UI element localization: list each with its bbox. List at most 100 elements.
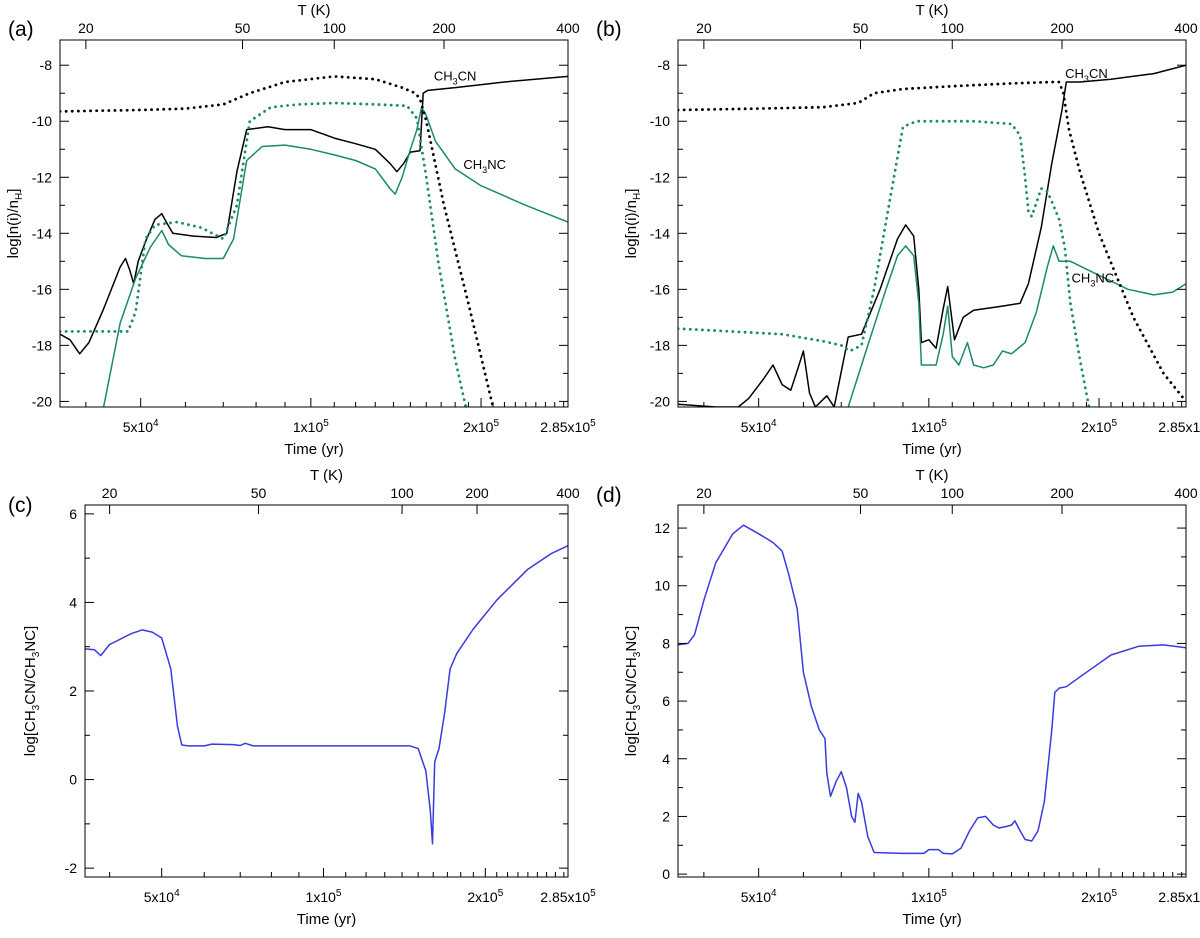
- y-tick-label: 6: [662, 693, 670, 709]
- top-tick-label: 200: [1050, 20, 1074, 36]
- x-tick-label: 1x105: [306, 888, 342, 905]
- x-axis-title: Time (yr): [902, 441, 961, 458]
- x-tick-label: 2x105: [1081, 888, 1117, 905]
- plot-frame: [677, 504, 1187, 878]
- y-axis-title: log[n(i)/nH]: [5, 189, 25, 259]
- x-tick-label: 2.85x105: [1158, 418, 1200, 435]
- panel-d: (d) 0 2 4 6 8 10 12 5x104 1x105 2x105 2.85x105 20 50 1…: [596, 467, 1200, 928]
- x-tick-label: 5x104: [144, 888, 180, 905]
- series-line: [60, 101, 468, 407]
- top-axis-title: T (K): [915, 467, 948, 484]
- panel-label: (c): [8, 494, 33, 517]
- y-tick-label: -8: [658, 57, 671, 73]
- panel-label: (a): [8, 18, 34, 41]
- panel-label: (d): [596, 484, 622, 507]
- y-tick-label: 4: [662, 751, 670, 767]
- series-group: [678, 524, 1186, 855]
- y-tick-label: -20: [650, 393, 670, 409]
- y-tick-label: -18: [650, 337, 670, 353]
- x-axis-title: Time (yr): [297, 911, 356, 928]
- top-axis-title: T (K): [915, 2, 948, 19]
- top-tick-label: 20: [102, 485, 118, 501]
- x-tick-label: 5x104: [741, 418, 777, 435]
- y-axis-title: log[CH3CN/CH3NC]: [22, 626, 42, 756]
- x-tick-label: 2x105: [463, 418, 499, 435]
- top-axis-title: T (K): [310, 467, 343, 484]
- top-tick-label: 50: [235, 20, 251, 36]
- plot-frame: [677, 39, 1187, 408]
- series-group: [60, 75, 568, 407]
- y-tick-label: 10: [654, 578, 670, 594]
- top-tick-label: 200: [432, 20, 456, 36]
- x-tick-label: 1x105: [911, 888, 947, 905]
- top-tick-label: 100: [941, 20, 965, 36]
- top-axis-title: T (K): [297, 2, 330, 19]
- x-tick-label: 5x104: [741, 888, 777, 905]
- y-tick-label: -14: [650, 225, 670, 241]
- y-tick-label: -16: [650, 281, 670, 297]
- x-tick-label: 2x105: [467, 888, 503, 905]
- series-group: [85, 545, 568, 845]
- y-tick-label: 12: [654, 520, 670, 536]
- top-tick-label: 20: [78, 20, 94, 36]
- y-tick-label: -20: [32, 393, 52, 409]
- y-tick-label: 6: [69, 506, 77, 522]
- series-line: [678, 524, 1186, 855]
- top-tick-label: 400: [1174, 485, 1198, 501]
- top-tick-label: 400: [556, 20, 580, 36]
- series-line: [678, 80, 1186, 403]
- panel-label: (b): [596, 18, 622, 41]
- y-tick-label: -10: [32, 113, 52, 129]
- y-tick-label: -2: [65, 860, 78, 876]
- y-tick-label: 0: [69, 772, 77, 788]
- x-axis-title: Time (yr): [902, 911, 961, 928]
- top-tick-label: 20: [696, 485, 712, 501]
- y-tick-label: 2: [662, 808, 670, 824]
- y-axis-title: log[CH3CN/CH3NC]: [623, 626, 643, 756]
- y-tick-label: -10: [650, 113, 670, 129]
- plot-frame: [84, 504, 569, 878]
- plot-frame: [59, 39, 569, 408]
- y-tick-label: 2: [69, 683, 77, 699]
- y-tick-label: 4: [69, 594, 77, 610]
- x-tick-label: 1x105: [293, 418, 329, 435]
- y-tick-label: 8: [662, 635, 670, 651]
- x-axis-title: Time (yr): [284, 441, 343, 458]
- series-line: [60, 75, 568, 355]
- top-tick-label: 20: [696, 20, 712, 36]
- top-tick-label: 100: [390, 485, 414, 501]
- curve-label: CH3NC: [463, 157, 506, 175]
- curve-label: CH3NC: [1072, 270, 1115, 288]
- x-tick-label: 2.85x105: [540, 888, 596, 905]
- x-tick-label: 1x105: [911, 418, 947, 435]
- top-tick-label: 200: [1050, 485, 1074, 501]
- top-tick-label: 200: [465, 485, 489, 501]
- top-tick-label: 50: [853, 20, 869, 36]
- y-tick-label: -14: [32, 225, 52, 241]
- x-tick-label: 5x104: [123, 418, 159, 435]
- x-tick-label: 2.85x105: [540, 418, 596, 435]
- series-line: [678, 119, 1091, 407]
- y-tick-label: -12: [650, 169, 670, 185]
- top-tick-label: 100: [941, 485, 965, 501]
- x-tick-label: 2x105: [1081, 418, 1117, 435]
- curve-label: CH3CN: [1065, 66, 1108, 84]
- series-group: [678, 64, 1186, 407]
- top-tick-label: 400: [1174, 20, 1198, 36]
- y-tick-label: -8: [40, 57, 53, 73]
- x-tick-label: 2.85x105: [1158, 888, 1200, 905]
- y-tick-label: -16: [32, 281, 52, 297]
- curve-label: CH3CN: [434, 69, 477, 87]
- top-tick-label: 50: [853, 485, 869, 501]
- panel-a: (a) -8 -10 -12 -14 -16 -18 -20 5x104 1x105 2x105 2.…: [5, 2, 596, 458]
- series-line: [678, 64, 1186, 407]
- y-axis-title: log[n(i)/nH]: [623, 189, 643, 259]
- top-tick-label: 100: [323, 20, 347, 36]
- panel-c: (c) -2 0 2 4 6 5x104 1x105 2x105 2.85x105 20 50 100 2…: [8, 467, 596, 928]
- series-line: [102, 106, 568, 407]
- top-tick-label: 400: [556, 485, 580, 501]
- top-tick-label: 50: [251, 485, 267, 501]
- y-tick-label: -18: [32, 337, 52, 353]
- y-tick-label: -12: [32, 169, 52, 185]
